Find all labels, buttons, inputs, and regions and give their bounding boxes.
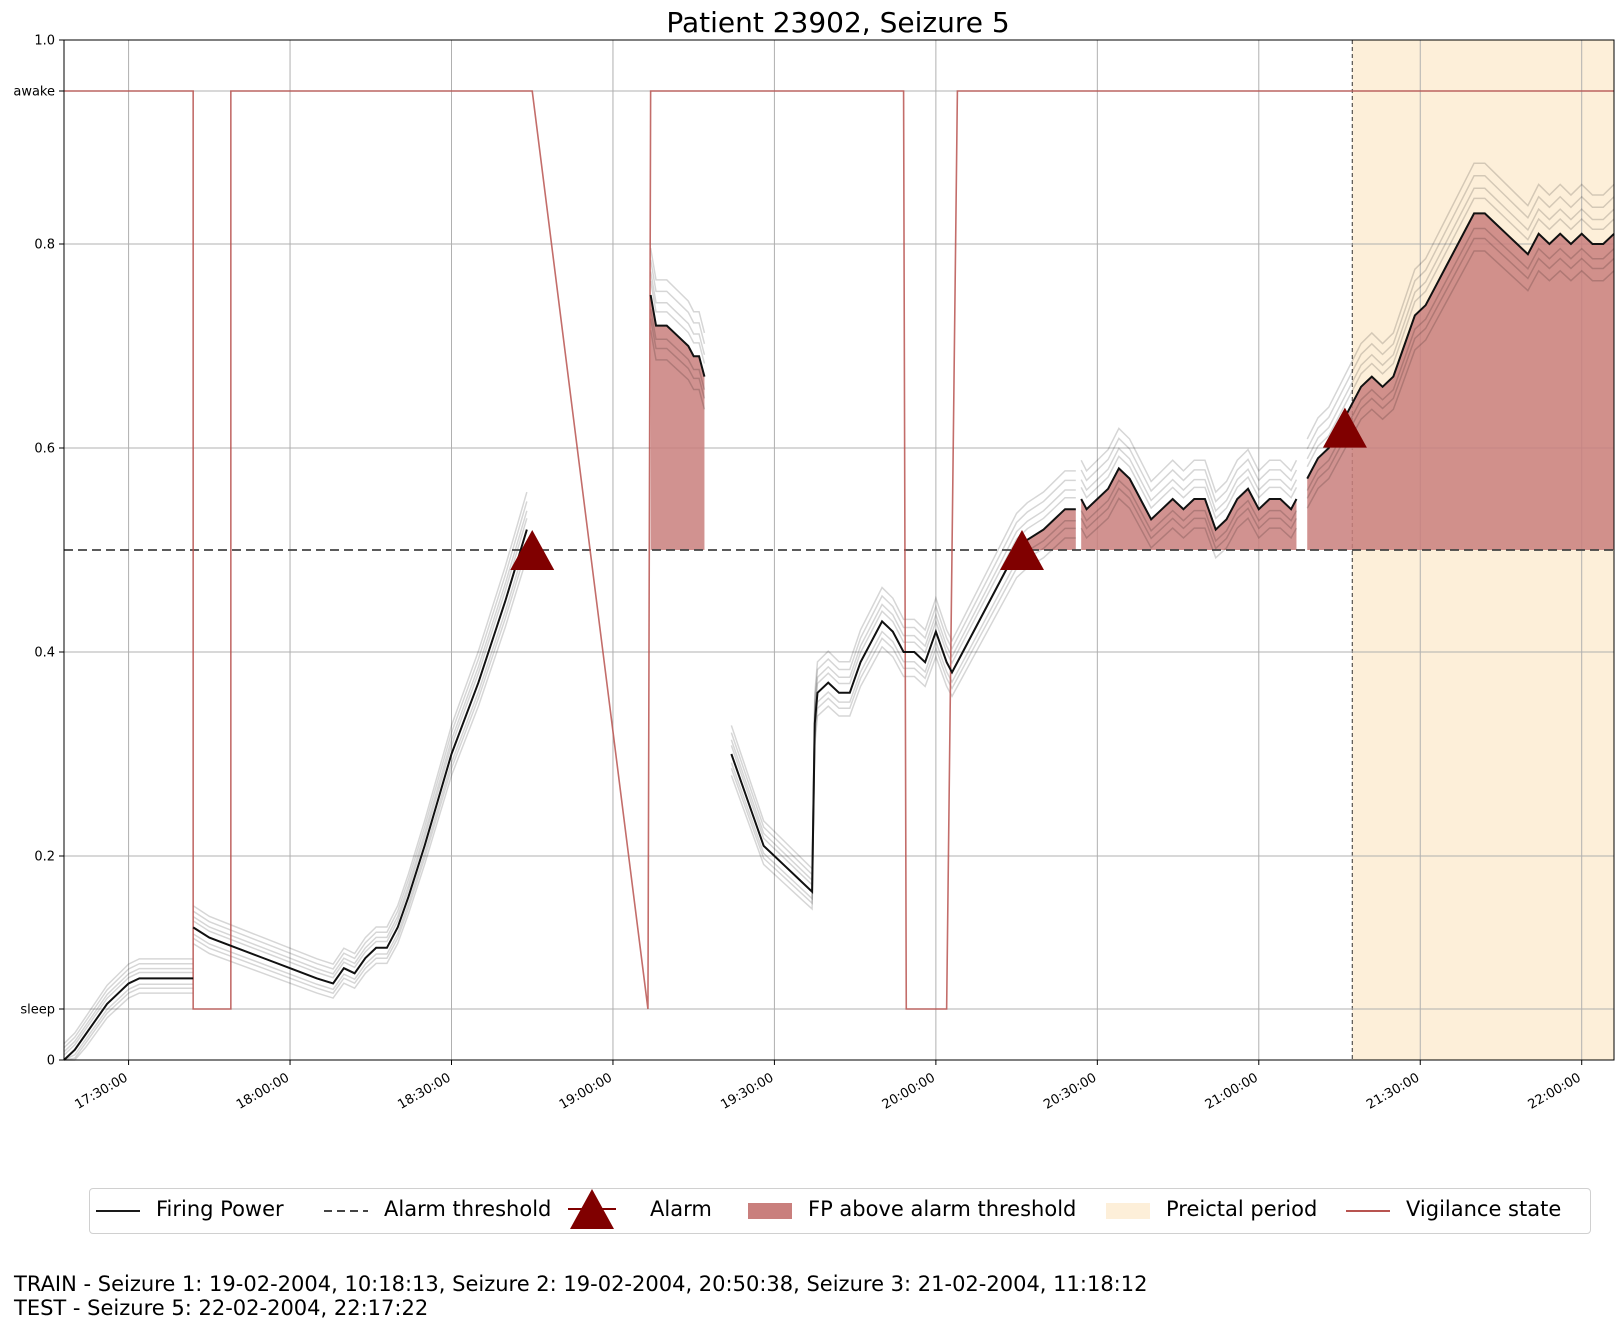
firing-power-trace: [1080, 487, 1298, 550]
firing-power-trace: [730, 489, 1076, 882]
legend-vigilance-state: Vigilance state: [1406, 1197, 1562, 1221]
y-tick-label: sleep: [20, 1003, 55, 1018]
firing-power-trace: [1080, 427, 1298, 494]
alarm-marker: [999, 530, 1044, 570]
x-tick-label: 21:30:00: [1364, 1070, 1422, 1112]
x-tick-label: 20:30:00: [1041, 1070, 1099, 1112]
alarm-marker: [1322, 407, 1367, 448]
firing-power-trace: [1080, 437, 1298, 503]
firing-power-trace: [63, 962, 194, 1049]
legend-alarm-swatch: [568, 1189, 616, 1229]
firing-power-trace: [1306, 250, 1615, 509]
firing-power-trace: [649, 280, 706, 364]
footer-test: TEST - Seizure 5: 22-02-2004, 22:17:22: [14, 1296, 429, 1320]
fp-above-threshold-area: [650, 295, 705, 550]
y-tick-label: 0.6: [34, 442, 55, 457]
firing-power-trace: [192, 548, 528, 995]
firing-power-line: [1080, 466, 1298, 532]
legend-firing-power: Firing Power: [156, 1197, 284, 1221]
firing-power-trace: [730, 470, 1076, 871]
firing-power-trace: [63, 983, 194, 1061]
y-tick-label: 0.2: [34, 850, 55, 865]
firing-power-trace: [730, 537, 1076, 911]
footer-train: TRAIN - Seizure 1: 19-02-2004, 10:18:13,…: [14, 1272, 1148, 1296]
alarm-marker: [510, 530, 555, 570]
fp-fill-layer: [650, 213, 1614, 550]
legend-alarm: Alarm: [650, 1197, 712, 1221]
firing-power-trace: [1306, 197, 1615, 468]
firing-power-trace: [63, 971, 194, 1056]
firing-power-trace: [192, 557, 528, 999]
firing-power-trace: [1080, 455, 1298, 520]
legend-alarm-threshold: Alarm threshold: [384, 1197, 552, 1221]
firing-power-trace: [730, 527, 1076, 905]
firing-power-trace: [192, 501, 528, 970]
y-tick-label: 0.4: [34, 646, 55, 661]
alarm-marker-layer: [510, 407, 1367, 570]
firing-power-trace: [730, 496, 1076, 887]
x-tick-label: 17:30:00: [73, 1070, 131, 1112]
firing-power-trace: [1306, 175, 1615, 450]
firing-power-trace: [730, 519, 1076, 901]
firing-power-trace: [1306, 187, 1615, 460]
legend-preictal-swatch: [1106, 1203, 1150, 1219]
firing-power-trace: [64, 992, 194, 1061]
firing-power-trace: [649, 259, 706, 345]
firing-power-trace: [649, 318, 706, 399]
vigilance-state-line: [64, 90, 1614, 1010]
x-tick-label: 20:00:00: [880, 1070, 938, 1112]
firing-power-line: [649, 294, 706, 377]
firing-power-line: [1306, 212, 1615, 480]
firing-power-trace: [192, 491, 528, 966]
firing-power-trace: [649, 308, 706, 390]
fp-above-threshold-area: [1307, 213, 1614, 550]
legend-fp-above-swatch: [748, 1203, 792, 1219]
legend-firing-power-swatch: [96, 1210, 140, 1212]
x-tick-label: 19:30:00: [718, 1070, 776, 1112]
y-tick-label: awake: [13, 85, 55, 100]
legend-preictal-period: Preictal period: [1166, 1197, 1318, 1221]
y-tick-label: 0.8: [34, 238, 55, 253]
firing-power-trace: [1306, 162, 1615, 440]
fp-above-threshold-area: [1016, 509, 1076, 550]
firing-power-trace: [192, 510, 528, 975]
firing-power-trace: [192, 540, 528, 991]
firing-power-trace: [1080, 479, 1298, 543]
x-tick-label: 21:00:00: [1203, 1070, 1261, 1112]
chart-title: Patient 23902, Seizure 5: [666, 6, 1009, 39]
firing-power-band-layer: [63, 162, 1615, 1061]
firing-power-trace: [649, 247, 706, 334]
firing-power-trace: [649, 271, 706, 355]
firing-power-trace: [1080, 497, 1298, 560]
plot-frame: [63, 39, 1615, 1061]
legend-fp-above-threshold: FP above alarm threshold: [808, 1197, 1077, 1221]
firing-power-trace: [649, 330, 706, 410]
firing-power-trace: [192, 518, 528, 979]
legend-alarm-threshold-swatch: [324, 1210, 368, 1212]
fp-above-threshold-area: [1081, 468, 1297, 550]
firing-power-trace: [63, 987, 194, 1061]
x-tick-label: 22:00:00: [1526, 1070, 1584, 1112]
firing-power-trace: [63, 958, 194, 1045]
firing-power-line: [63, 977, 194, 1061]
legend: Firing Power Alarm threshold Alarm FP ab…: [89, 1188, 1591, 1234]
firing-power-line: [192, 529, 528, 985]
x-tick-label: 18:00:00: [234, 1070, 292, 1112]
firing-power-trace: [63, 967, 194, 1053]
y-tick-label: 0: [47, 1054, 55, 1069]
firing-power-trace: [1306, 237, 1615, 499]
legend-vigilance-swatch: [1346, 1210, 1390, 1212]
firing-power-trace: [1306, 227, 1615, 491]
firing-power-trace: [1080, 447, 1298, 513]
x-tick-label: 18:30:00: [395, 1070, 453, 1112]
firing-power-trace: [730, 479, 1076, 877]
x-tick-label: 19:00:00: [557, 1070, 615, 1112]
y-tick-label: 1.0: [34, 34, 55, 49]
